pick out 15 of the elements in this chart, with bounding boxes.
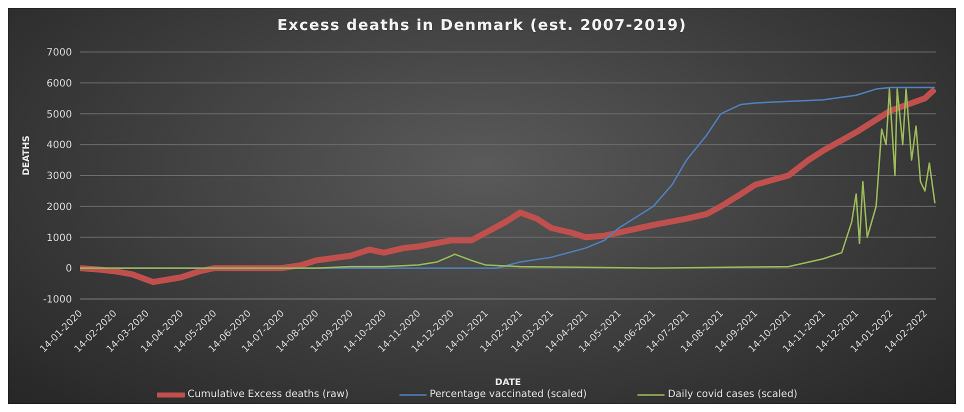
legend-label: Cumulative Excess deaths (raw)	[188, 389, 349, 400]
chart-title: Excess deaths in Denmark (est. 2007-2019)	[276, 16, 688, 34]
y-tick-label: -1000	[42, 294, 72, 306]
y-tick-label: 4000	[46, 140, 72, 152]
y-tick-label: 3000	[46, 171, 72, 182]
y-tick-label: 7000	[46, 48, 72, 59]
y-tick-label: 0	[66, 264, 72, 275]
y-tick-label: 6000	[46, 78, 72, 90]
y-tick-label: 5000	[46, 109, 72, 120]
x-axis-title: DATE	[494, 378, 522, 388]
y-axis-title: DEATHS	[22, 135, 32, 176]
y-tick-label: 2000	[46, 202, 72, 213]
legend-label: Percentage vaccinated (scaled)	[430, 389, 587, 400]
y-tick-label: 1000	[46, 232, 72, 244]
legend-label: Daily covid cases (scaled)	[668, 389, 798, 400]
